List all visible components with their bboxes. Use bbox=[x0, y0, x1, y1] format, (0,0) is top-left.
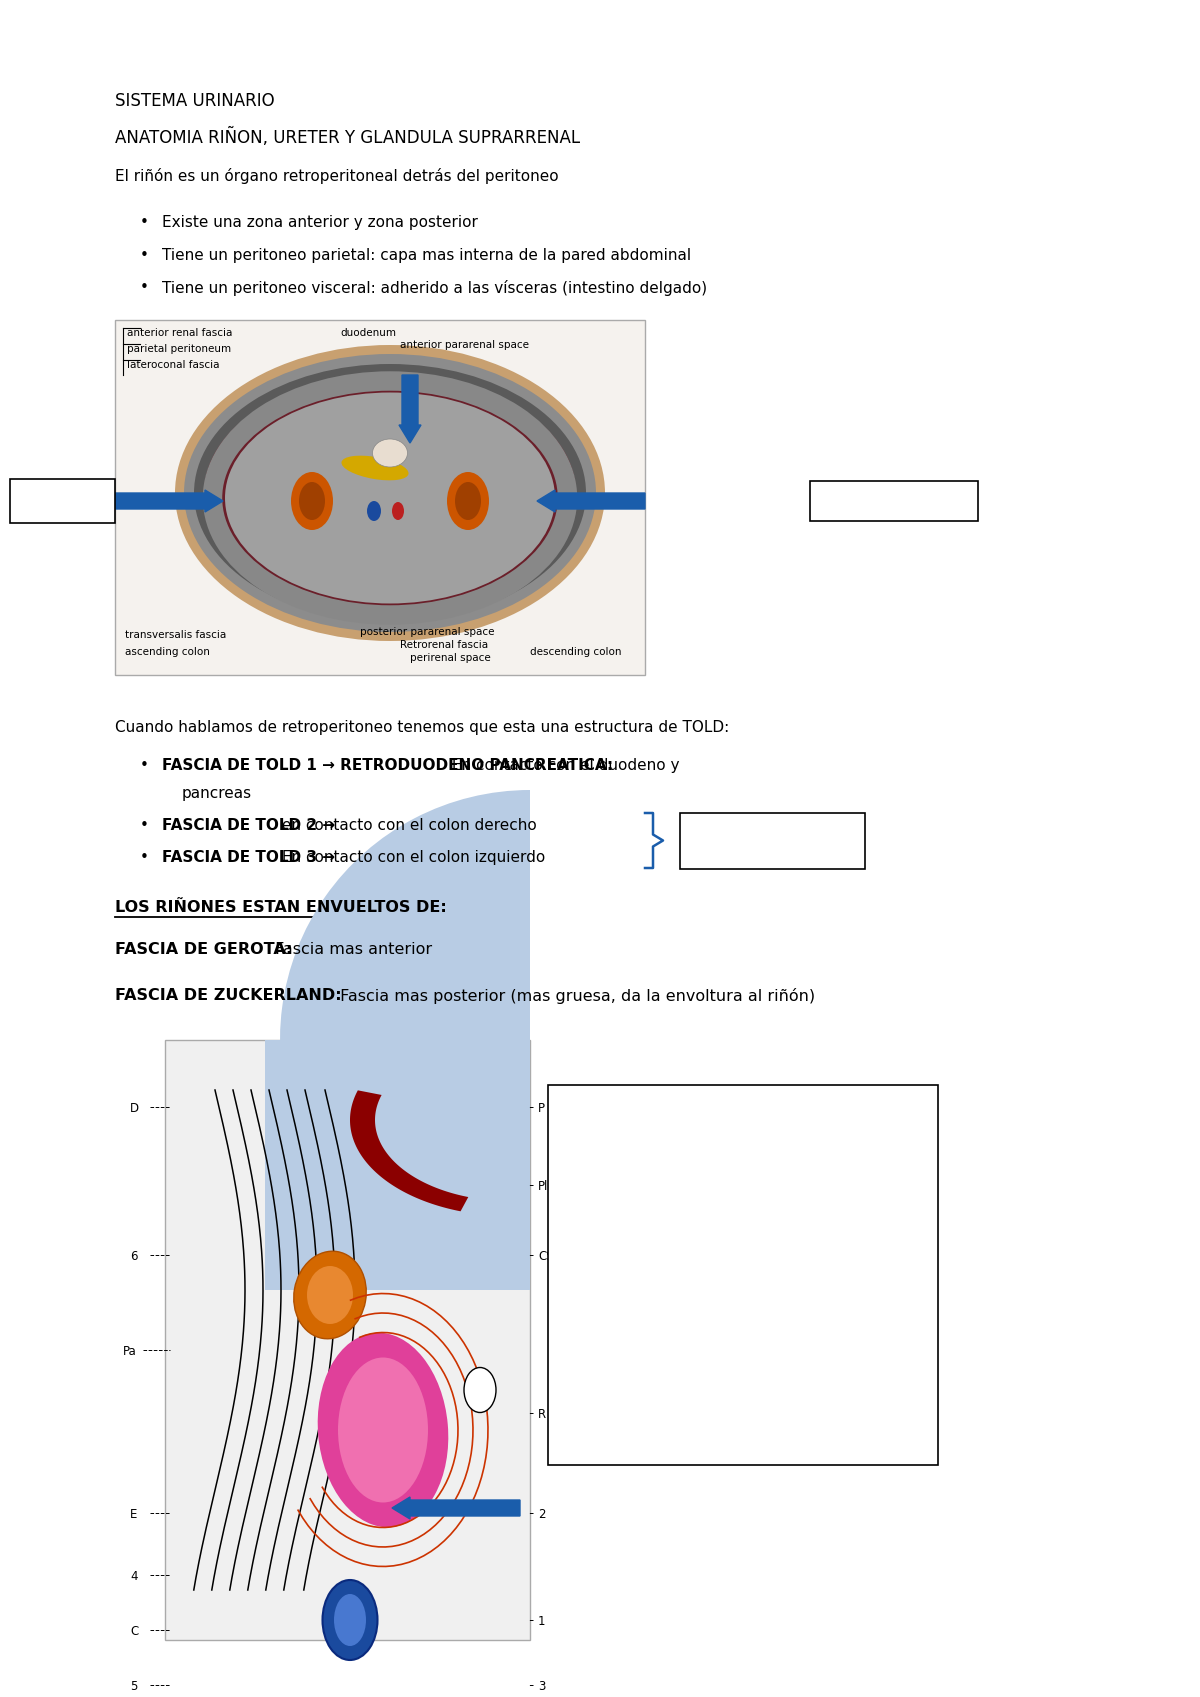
Ellipse shape bbox=[194, 363, 586, 623]
Text: anterior renal fascia: anterior renal fascia bbox=[127, 328, 233, 338]
Ellipse shape bbox=[299, 482, 325, 519]
Bar bbox=[265, 1040, 530, 1290]
Text: •: • bbox=[140, 248, 149, 263]
Bar bbox=[810, 480, 978, 521]
Text: CS: CS bbox=[538, 1251, 553, 1263]
Text: R: R bbox=[538, 1409, 546, 1420]
Ellipse shape bbox=[292, 472, 334, 529]
Text: El riñón es un órgano retroperitoneal detrás del peritoneo: El riñón es un órgano retroperitoneal de… bbox=[115, 168, 559, 183]
FancyArrow shape bbox=[538, 490, 646, 512]
Text: C: C bbox=[130, 1626, 138, 1638]
Text: Y en la parte cefálica si se une.: Y en la parte cefálica si se une. bbox=[563, 1183, 803, 1200]
Text: parietal peritoneum: parietal peritoneum bbox=[127, 344, 232, 355]
Text: D: D bbox=[130, 1101, 139, 1115]
Text: Lado izquierdo: Lado izquierdo bbox=[840, 490, 948, 506]
Text: Fascia mas posterior (mas gruesa, da la envoltura al riñón): Fascia mas posterior (mas gruesa, da la … bbox=[335, 988, 815, 1005]
Text: FASCIA DE GEROTA:: FASCIA DE GEROTA: bbox=[115, 942, 293, 957]
Text: Retrorenal fascia: Retrorenal fascia bbox=[400, 640, 488, 650]
Text: Pa: Pa bbox=[124, 1346, 137, 1358]
Wedge shape bbox=[280, 791, 530, 1125]
Text: perirenal space: perirenal space bbox=[410, 653, 491, 664]
Ellipse shape bbox=[184, 355, 596, 631]
Text: Son estructuras que caudal no se: Son estructuras que caudal no se bbox=[563, 1110, 820, 1125]
Text: descending colon: descending colon bbox=[530, 647, 622, 657]
Text: SISTEMA URINARIO: SISTEMA URINARIO bbox=[115, 92, 275, 110]
Text: unen o conectan: unen o conectan bbox=[563, 1137, 691, 1152]
Bar bbox=[10, 479, 115, 523]
Text: coalescencia: coalescencia bbox=[724, 833, 822, 847]
Text: 5: 5 bbox=[130, 1680, 137, 1694]
Text: •: • bbox=[140, 759, 149, 774]
Ellipse shape bbox=[338, 1358, 428, 1502]
Ellipse shape bbox=[446, 472, 490, 529]
Ellipse shape bbox=[323, 1580, 378, 1660]
Text: en contacto con el colon derecho: en contacto con el colon derecho bbox=[277, 818, 536, 833]
Text: Tiene un peritoneo parietal: capa mas interna de la pared abdominal: Tiene un peritoneo parietal: capa mas in… bbox=[162, 248, 691, 263]
Bar bbox=[548, 1084, 938, 1465]
Text: ANATOMIA RIÑON, URETER Y GLANDULA SUPRARRENAL: ANATOMIA RIÑON, URETER Y GLANDULA SUPRAR… bbox=[115, 127, 580, 148]
Text: suprarrenal: suprarrenal bbox=[563, 1285, 650, 1298]
Ellipse shape bbox=[372, 440, 408, 467]
Text: Pl: Pl bbox=[538, 1179, 548, 1193]
Text: transversalis fascia: transversalis fascia bbox=[125, 630, 227, 640]
Text: FASCIA DE ZUCKERLAND:: FASCIA DE ZUCKERLAND: bbox=[115, 988, 342, 1003]
Polygon shape bbox=[350, 1091, 468, 1212]
Text: Existe una zona anterior y zona posterior: Existe una zona anterior y zona posterio… bbox=[162, 216, 478, 231]
Text: En contacto con el duodeno y: En contacto con el duodeno y bbox=[446, 759, 679, 774]
Text: E: E bbox=[130, 1509, 137, 1521]
Text: 2: 2 bbox=[538, 1509, 546, 1521]
Ellipse shape bbox=[226, 392, 554, 604]
Text: 1: 1 bbox=[538, 1616, 546, 1627]
Text: •: • bbox=[140, 216, 149, 231]
Text: lateroconal fascia: lateroconal fascia bbox=[127, 360, 220, 370]
Text: (Polo superior del: (Polo superior del bbox=[656, 1285, 796, 1298]
Ellipse shape bbox=[307, 1266, 353, 1324]
Bar bbox=[680, 813, 865, 869]
Text: 3: 3 bbox=[538, 1680, 545, 1694]
Ellipse shape bbox=[294, 1251, 366, 1339]
Text: Hay una prolongación hasta el: Hay una prolongación hasta el bbox=[563, 1230, 797, 1246]
Text: posterior pararenal space: posterior pararenal space bbox=[360, 626, 494, 636]
Text: En contacto con el colon izquierdo: En contacto con el colon izquierdo bbox=[277, 850, 545, 865]
Ellipse shape bbox=[318, 1332, 449, 1527]
Text: Lado derecho: Lado derecho bbox=[13, 490, 112, 506]
Text: 4: 4 bbox=[130, 1570, 138, 1583]
Text: LOS RIÑONES ESTAN ENVUELTOS DE:: LOS RIÑONES ESTAN ENVUELTOS DE: bbox=[115, 899, 446, 915]
Ellipse shape bbox=[175, 344, 605, 641]
Text: FASCIA DE TOLD 3 →: FASCIA DE TOLD 3 → bbox=[162, 850, 335, 865]
FancyArrow shape bbox=[115, 490, 223, 512]
Ellipse shape bbox=[464, 1368, 496, 1412]
Ellipse shape bbox=[204, 373, 576, 613]
Text: FASCIA DE TOLD 2 →: FASCIA DE TOLD 2 → bbox=[162, 818, 335, 833]
Text: P: P bbox=[538, 1101, 545, 1115]
Text: Cuando hablamos de retroperitoneo tenemos que esta una estructura de TOLD:: Cuando hablamos de retroperitoneo tenemo… bbox=[115, 720, 730, 735]
Text: riñón): riñón) bbox=[563, 1312, 608, 1327]
Text: Tiene un peritoneo visceral: adherido a las vísceras (intestino delgado): Tiene un peritoneo visceral: adherido a … bbox=[162, 280, 707, 295]
Ellipse shape bbox=[367, 501, 382, 521]
Ellipse shape bbox=[342, 456, 408, 480]
Text: anterior pararenal space: anterior pararenal space bbox=[400, 339, 529, 350]
Text: diafragma y va envolver la: diafragma y va envolver la bbox=[563, 1257, 774, 1273]
Text: G.: G. bbox=[828, 1257, 845, 1273]
Text: ascending colon: ascending colon bbox=[125, 647, 210, 657]
Ellipse shape bbox=[334, 1593, 366, 1646]
Ellipse shape bbox=[392, 502, 404, 519]
Text: Fascia mas anterior: Fascia mas anterior bbox=[270, 942, 432, 957]
FancyArrow shape bbox=[398, 375, 421, 443]
Ellipse shape bbox=[455, 482, 481, 519]
Text: •: • bbox=[140, 850, 149, 865]
Text: duodenum: duodenum bbox=[340, 328, 396, 338]
Text: •: • bbox=[140, 280, 149, 295]
FancyArrow shape bbox=[392, 1497, 520, 1519]
Text: pancreas: pancreas bbox=[182, 786, 252, 801]
Text: FASCIA DE TOLD 1 → RETRODUODENO PANCREATICA:: FASCIA DE TOLD 1 → RETRODUODENO PANCREAT… bbox=[162, 759, 613, 774]
Bar bbox=[166, 1040, 530, 1639]
Text: •: • bbox=[140, 818, 149, 833]
Bar bbox=[115, 321, 646, 675]
Text: 6: 6 bbox=[130, 1251, 138, 1263]
